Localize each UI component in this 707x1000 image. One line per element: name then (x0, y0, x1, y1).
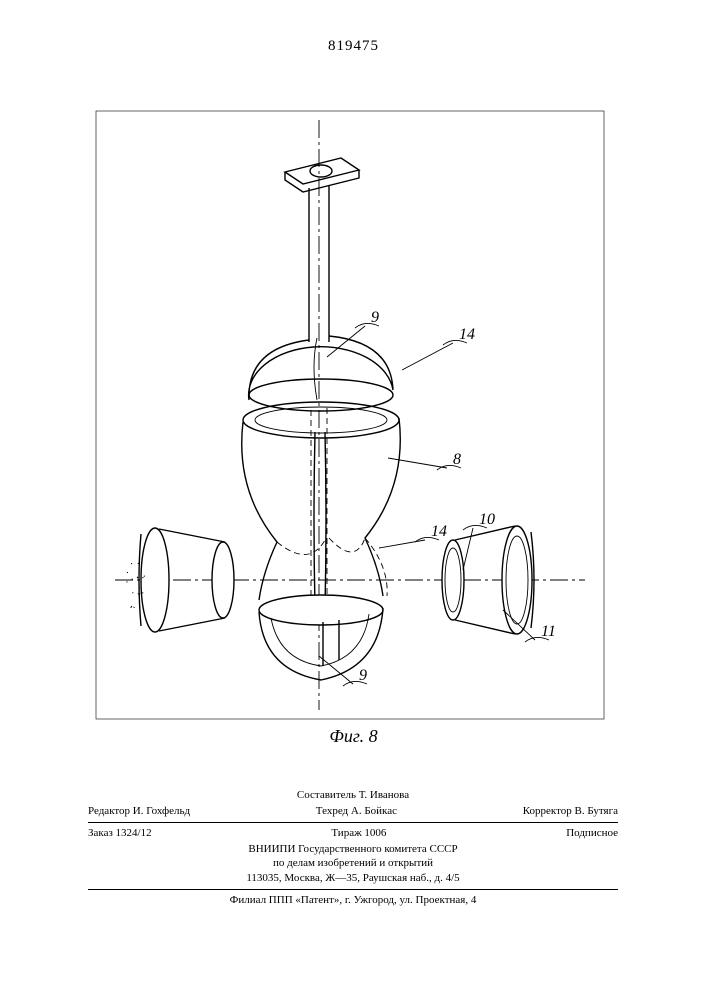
sub-label: Подписное (566, 826, 618, 841)
svg-text:14: 14 (459, 326, 475, 343)
compiler-line: Составитель Т. Иванова (88, 788, 618, 803)
footer-block: Составитель Т. Иванова Редактор И. Гохфе… (88, 788, 618, 908)
editor-label: Редактор И. Гохфельд (88, 804, 190, 819)
figure-caption: Фиг. 8 (0, 726, 707, 747)
credits-row: Редактор И. Гохфельд Техред А. Бойкас Ко… (88, 804, 618, 819)
order-label: Заказ 1324/12 (88, 826, 152, 841)
svg-text:9: 9 (371, 309, 379, 326)
corrector-label: Корректор В. Бутяга (523, 804, 618, 819)
org-line-1: ВНИИПИ Государственного комитета СССР (88, 842, 618, 857)
svg-text:10: 10 (479, 511, 495, 528)
footer-divider-1 (88, 822, 618, 823)
addr-line-1: 113035, Москва, Ж—35, Раушская наб., д. … (88, 871, 618, 886)
figure-area: 9 14 8 14 10 11 9 (95, 110, 605, 720)
tirage-label: Тираж 1006 (152, 826, 567, 841)
figure-svg: 9 14 8 14 10 11 9 (95, 110, 605, 720)
techred-label: Техред А. Бойкас (190, 804, 523, 819)
org-line-2: по делам изобретений и открытий (88, 856, 618, 871)
footer-divider-2 (88, 889, 618, 890)
patent-number: 819475 (0, 38, 707, 55)
svg-text:11: 11 (541, 623, 556, 640)
addr-line-2: Филиал ППП «Патент», г. Ужгород, ул. Про… (88, 893, 618, 908)
print-row: Заказ 1324/12 Тираж 1006 Подписное (88, 826, 618, 841)
page: 819475 9 14 8 14 10 11 9 Фиг. 8 Составитель Т.… (0, 0, 707, 1000)
svg-text:8: 8 (453, 451, 461, 468)
svg-text:14: 14 (431, 523, 447, 540)
svg-text:9: 9 (359, 667, 367, 684)
